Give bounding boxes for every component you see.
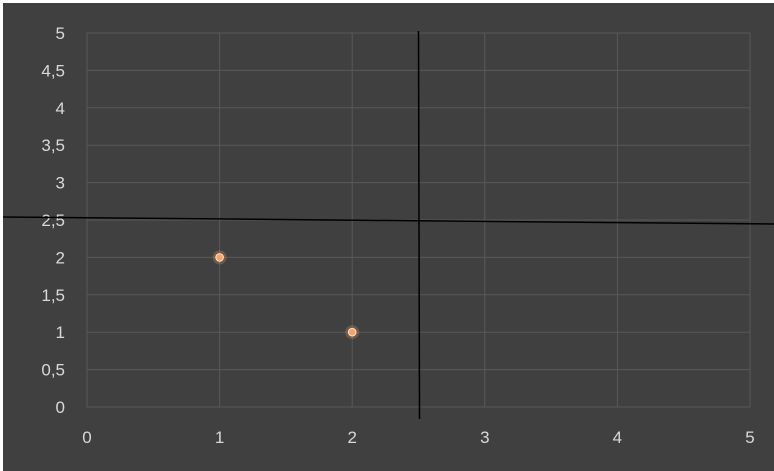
y-tick-label: 3 <box>56 174 65 193</box>
x-tick-label: 0 <box>82 428 91 447</box>
tick-labels: 0 0,5 1 1,5 2 2,5 3 3,5 4 4,5 5 0 1 2 3 4 5 <box>41 24 754 447</box>
y-tick-label: 4,5 <box>41 61 65 80</box>
y-tick-label: 0 <box>56 398 65 417</box>
x-tick-label: 2 <box>347 428 356 447</box>
chart-area: 0 0,5 1 1,5 2 2,5 3 3,5 4 4,5 5 0 1 2 3 4 5 <box>3 3 774 471</box>
reference-lines <box>3 30 774 420</box>
y-tick-label: 5 <box>56 24 65 43</box>
x-tick-label: 4 <box>613 428 622 447</box>
x-tick-label: 5 <box>745 428 754 447</box>
y-tick-label: 2,5 <box>41 211 65 230</box>
scatter-chart: 0 0,5 1 1,5 2 2,5 3 3,5 4 4,5 5 0 1 2 3 4 5 <box>3 24 774 447</box>
y-tick-label: 2 <box>56 248 65 267</box>
y-tick-label: 0,5 <box>41 361 65 380</box>
horizontal-reference-line <box>3 216 774 225</box>
x-tick-label: 3 <box>480 428 489 447</box>
y-tick-label: 3,5 <box>41 136 65 155</box>
x-tick-label: 1 <box>215 428 224 447</box>
y-tick-label: 1,5 <box>41 286 65 305</box>
data-points <box>212 250 360 340</box>
y-tick-label: 1 <box>56 323 65 342</box>
vertical-reference-line <box>417 30 421 420</box>
y-tick-label: 4 <box>56 99 65 118</box>
data-point <box>215 253 224 262</box>
data-point <box>347 327 357 337</box>
